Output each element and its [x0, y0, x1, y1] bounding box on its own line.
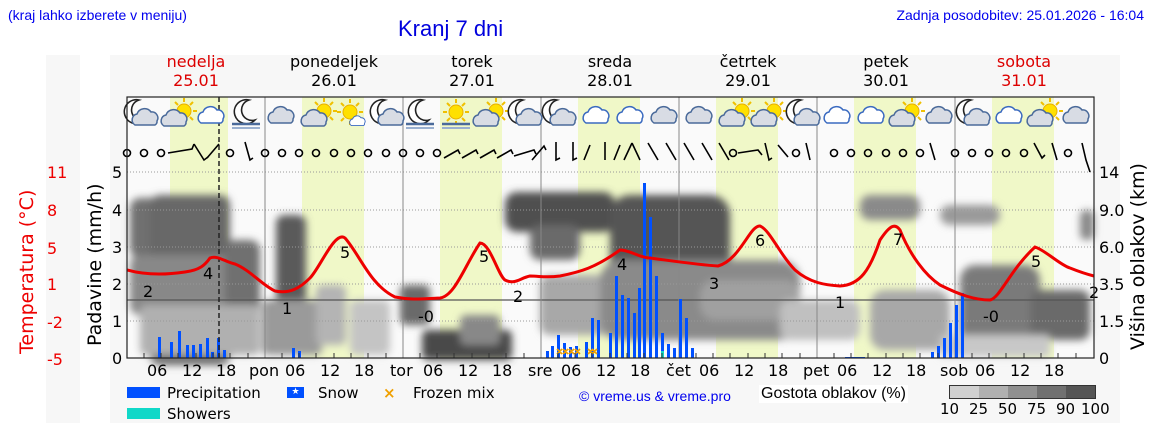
svg-text:-0: -0 — [418, 307, 434, 326]
menu-hint-link[interactable]: (kraj lahko izberete v meniju) — [8, 7, 187, 23]
legend-snow: Snow — [318, 384, 359, 402]
temperature-curve — [126, 224, 1095, 302]
day-header-5: petek 30.01 — [863, 52, 909, 90]
svg-text:-0: -0 — [983, 307, 999, 326]
day-header-2: torek 27.01 — [449, 52, 495, 90]
temp-axis-label: Temperatura (°C) — [16, 189, 38, 354]
day-header-6: sobota 31.01 — [996, 52, 1052, 90]
frozen-mix-x-icon: × — [383, 384, 396, 402]
temp-axis-panel — [46, 55, 80, 423]
frozen-mix-markers — [556, 348, 598, 355]
svg-text:5: 5 — [340, 243, 350, 262]
snow-star-icon: ★ — [287, 387, 304, 398]
legend: Precipitation ★ Snow × Frozen mix Shower… — [0, 384, 1152, 434]
svg-text:2: 2 — [143, 282, 153, 301]
chart-border — [126, 96, 1095, 359]
svg-text:7: 7 — [893, 230, 903, 249]
hour-ticks — [143, 353, 1077, 358]
svg-text:6: 6 — [755, 231, 765, 250]
precip-axis-label: Padavine (mm/h) — [84, 183, 106, 346]
day-header-0: nedelja 25.01 — [166, 52, 226, 90]
svg-text:5: 5 — [479, 247, 489, 266]
precipitation-swatch — [127, 387, 160, 398]
temp-labels: 2 4 1 5 -0 5 2 4 3 6 1 7 -0 5 2 — [143, 230, 1099, 326]
page-title: Kranj 7 dni — [398, 16, 504, 41]
cloud-height-axis-label: Višina oblakov (km) — [1127, 163, 1149, 350]
wind-barbs-row — [122, 141, 1091, 173]
svg-text:1: 1 — [282, 299, 292, 318]
copyright-link[interactable]: © vreme.us & vreme.pro — [579, 388, 731, 404]
svg-text:5: 5 — [1031, 252, 1041, 271]
day-headers: nedelja 25.01 ponedeljek 26.01 torek 27.01 … — [0, 52, 1152, 92]
svg-text:1: 1 — [835, 293, 845, 312]
svg-text:4: 4 — [203, 264, 213, 283]
legend-precipitation: Precipitation — [167, 384, 261, 402]
legend-frozen-mix: Frozen mix — [413, 384, 495, 402]
day-header-3: sreda 28.01 — [587, 52, 633, 90]
precipitation-bars — [158, 183, 964, 358]
svg-text:4: 4 — [617, 255, 627, 274]
showers-swatch — [127, 408, 160, 419]
svg-text:2: 2 — [513, 287, 523, 306]
last-update: Zadnja posodobitev: 25.01.2026 - 16:04 — [896, 7, 1144, 23]
x-axis-ticks: 06 12 18 pon 06 12 18 tor 06 12 18 sre 0… — [147, 361, 1065, 380]
day-header-4: četrtek 29.01 — [719, 52, 777, 90]
grid-horizontal — [127, 171, 1094, 322]
cloud-density-scale — [949, 385, 1096, 399]
legend-showers: Showers — [167, 405, 231, 423]
day-header-1: ponedeljek 26.01 — [290, 52, 378, 90]
cloud-density-label: Gostota oblakov (%) — [759, 385, 908, 403]
svg-text:3: 3 — [709, 274, 719, 293]
